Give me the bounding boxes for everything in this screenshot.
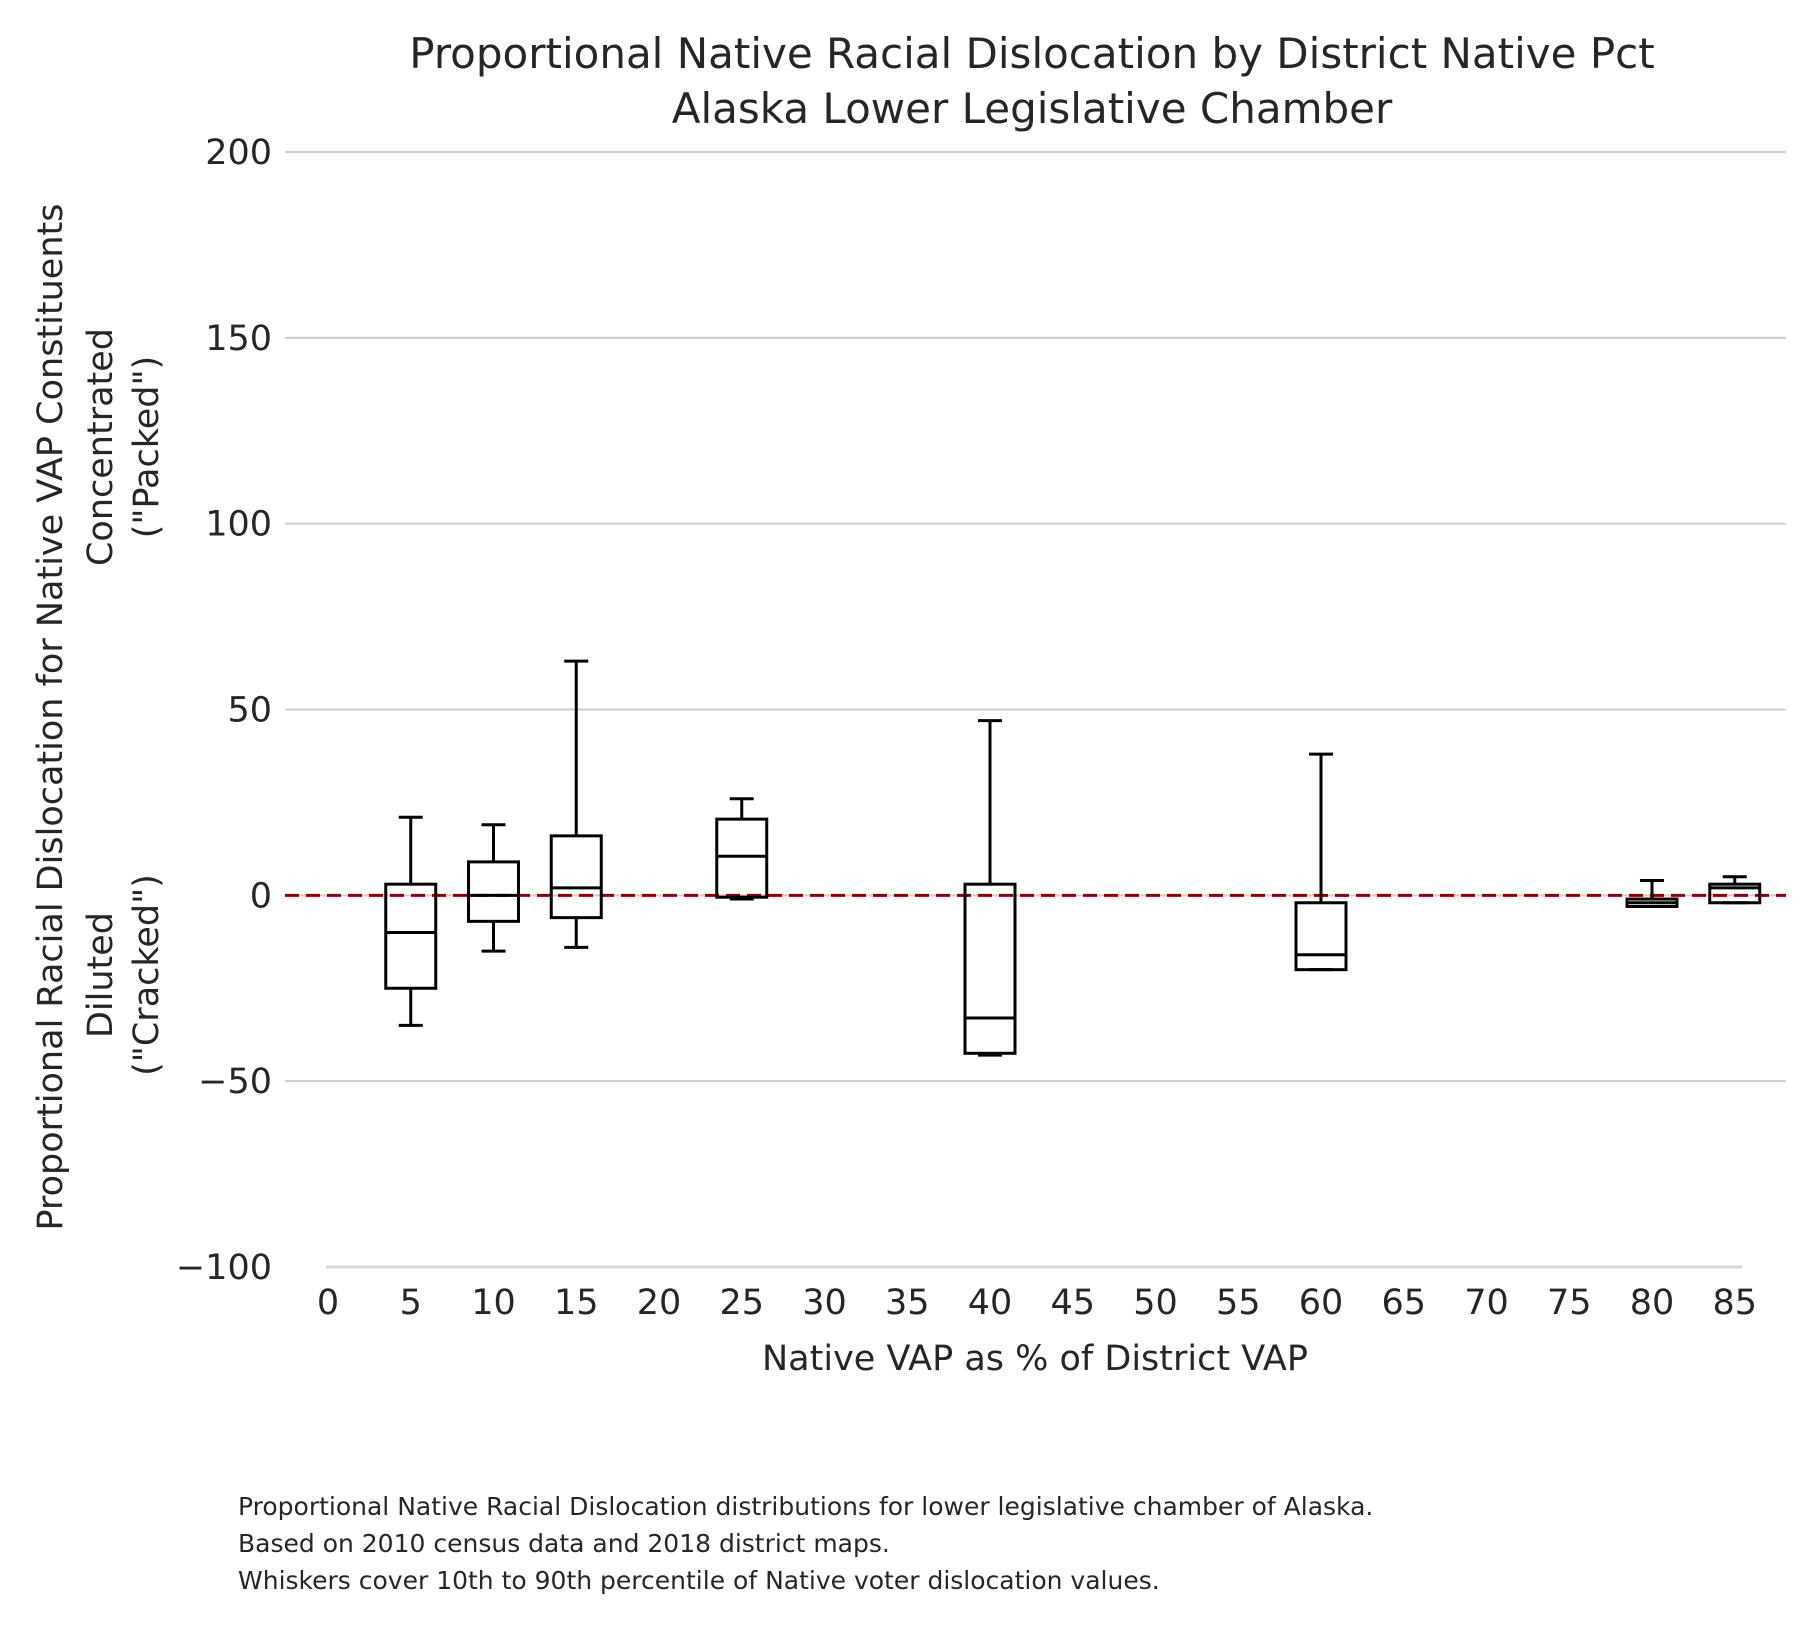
- caption-line-3: Whiskers cover 10th to 90th percentile o…: [238, 1566, 1160, 1595]
- x-tick-label: 30: [802, 1283, 847, 1323]
- x-tick-label: 55: [1216, 1283, 1261, 1323]
- box-iqr: [549, 834, 603, 920]
- y-axis-label: Proportional Racial Dislocation for Nati…: [31, 204, 71, 1231]
- y-tick-label: −100: [176, 1248, 272, 1288]
- x-tick-label: 10: [471, 1283, 516, 1323]
- y-axis-label-cracked-2: ("Cracked"): [127, 874, 167, 1076]
- y-axis-label-group: Proportional Racial Dislocation for Nati…: [31, 204, 167, 1231]
- chart-title: Proportional Native Racial Dislocation b…: [409, 29, 1655, 78]
- x-tick-label: 25: [719, 1283, 764, 1323]
- x-tick-labels: 0 5 10 15 20 25 30 35 40 45 50 55 60 65 70 75 80 85: [317, 1283, 1757, 1323]
- box-x-40: [963, 719, 1017, 1057]
- boxplot-chart: Proportional Native Racial Dislocation b…: [31, 29, 1786, 1379]
- box-x-10: [467, 823, 520, 953]
- y-tick-labels: −100 −50 0 50 100 150 200: [176, 133, 272, 1288]
- box-x-5: [384, 815, 438, 1027]
- x-tick-label: 20: [637, 1283, 682, 1323]
- x-tick-label: 75: [1547, 1283, 1592, 1323]
- x-tick-label: 85: [1712, 1283, 1757, 1323]
- box-iqr: [1294, 901, 1348, 972]
- caption-line-2: Based on 2010 census data and 2018 distr…: [238, 1529, 890, 1558]
- box-x-80: [1625, 878, 1679, 908]
- box-iqr: [1708, 882, 1762, 905]
- y-axis-label-cracked-1: Diluted: [81, 912, 121, 1038]
- chart-caption: Proportional Native Racial Dislocation d…: [238, 1488, 1373, 1599]
- box-series: [384, 659, 1762, 1057]
- box-x-85: [1708, 875, 1762, 905]
- box-x-15: [549, 659, 603, 949]
- y-axis-label-packed-2: ("Packed"): [127, 356, 167, 539]
- x-axis-label: Native VAP as % of District VAP: [762, 1339, 1308, 1379]
- x-tick-label: 5: [400, 1283, 422, 1323]
- x-tick-label: 80: [1630, 1283, 1675, 1323]
- box-x-25: [715, 797, 769, 901]
- x-tick-label: 45: [1050, 1283, 1095, 1323]
- y-tick-label: 200: [205, 133, 272, 173]
- x-tick-label: 70: [1464, 1283, 1509, 1323]
- caption-line-1: Proportional Native Racial Dislocation d…: [238, 1492, 1374, 1521]
- x-tick-label: 15: [554, 1283, 599, 1323]
- box-x-60: [1294, 752, 1348, 972]
- x-tick-label: 65: [1381, 1283, 1426, 1323]
- box-iqr: [715, 817, 769, 899]
- box-iqr: [467, 860, 520, 923]
- box-iqr: [384, 882, 438, 990]
- x-tick-label: 60: [1299, 1283, 1344, 1323]
- box-iqr: [963, 882, 1017, 1055]
- x-tick-label: 50: [1133, 1283, 1178, 1323]
- grid-lines: [285, 151, 1786, 1083]
- x-tick-label: 0: [317, 1283, 339, 1323]
- y-tick-label: 0: [250, 876, 272, 916]
- chart-subtitle: Alaska Lower Legislative Chamber: [672, 84, 1393, 133]
- x-tick-label: 35: [885, 1283, 930, 1323]
- y-tick-label: −50: [198, 1062, 272, 1102]
- x-tick-label: 40: [968, 1283, 1013, 1323]
- y-tick-label: 150: [205, 319, 272, 359]
- y-axis-label-packed-1: Concentrated: [81, 328, 121, 566]
- y-tick-label: 50: [227, 691, 272, 731]
- y-tick-label: 100: [205, 505, 272, 545]
